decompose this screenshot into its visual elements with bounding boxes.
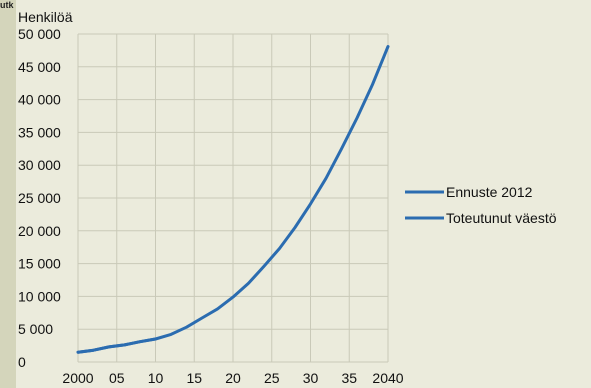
y-tick-label: 45 000 — [18, 59, 61, 75]
left-strip — [0, 0, 16, 388]
series-line-1 — [76, 337, 157, 354]
chart-panel — [16, 0, 591, 388]
x-tick-label: 05 — [109, 370, 125, 386]
y-tick-label: 30 000 — [18, 157, 61, 173]
x-tick-label: 25 — [264, 370, 280, 386]
x-tick-label: 30 — [303, 370, 319, 386]
y-tick-label: 15 000 — [18, 256, 61, 272]
legend-label: Ennuste 2012 — [446, 184, 533, 200]
x-tick-label: 10 — [148, 370, 164, 386]
x-tick-label: 2040 — [372, 370, 403, 386]
y-tick-label: 50 000 — [18, 26, 61, 42]
y-tick-label: 0 — [18, 354, 26, 370]
y-tick-label: 5 000 — [18, 321, 53, 337]
y-tick-label: 35 000 — [18, 124, 61, 140]
x-tick-label: 35 — [341, 370, 357, 386]
y-tick-label: 20 000 — [18, 223, 61, 239]
x-tick-label: 2000 — [62, 370, 93, 386]
x-tick-labels: 2000 05 10 15 20 25 30 35 2040 — [62, 370, 403, 386]
x-tick-label: 15 — [186, 370, 202, 386]
x-tick-label: 20 — [225, 370, 241, 386]
grid-layer — [77, 33, 389, 363]
legend: Ennuste 2012 Toteutunut väestö — [405, 184, 557, 226]
y-tick-label: 40 000 — [18, 92, 61, 108]
y-tick-labels: 0 5 000 10 000 15 000 20 000 25 000 30 000 35 0… — [18, 26, 61, 370]
y-tick-label: 25 000 — [18, 190, 61, 206]
corner-text: utk — [0, 0, 14, 10]
y-tick-label: 10 000 — [18, 288, 61, 304]
y-axis-label: Henkilöä — [18, 9, 73, 25]
legend-label: Toteutunut väestö — [446, 210, 557, 226]
series-layer — [76, 45, 390, 354]
